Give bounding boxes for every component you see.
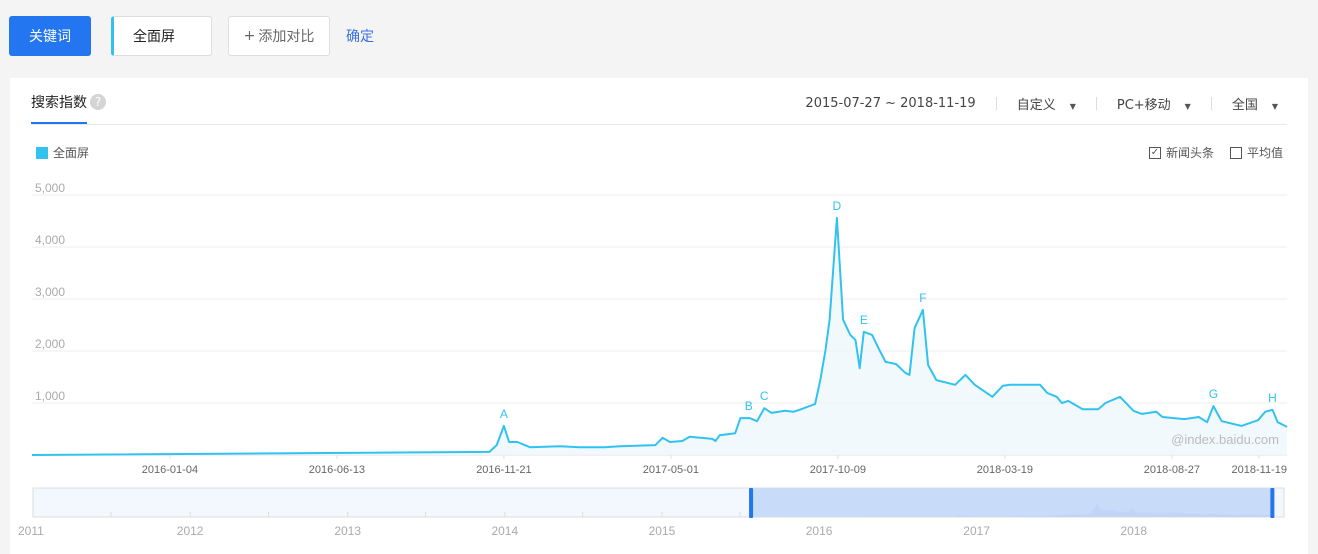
annotation-b: B <box>745 399 753 413</box>
average-checkbox[interactable] <box>1229 146 1242 159</box>
divider <box>995 97 997 110</box>
legend-swatch <box>36 146 48 159</box>
navigator-year-label: 2016 <box>806 524 833 538</box>
keyword-input[interactable]: 全面屏 <box>111 16 212 56</box>
series-area <box>32 217 1287 455</box>
navigator-year-label: 2014 <box>491 524 518 538</box>
add-compare-button[interactable]: + 添加对比 <box>228 16 330 56</box>
news-checkbox[interactable]: ✓ <box>1148 146 1161 159</box>
add-compare-label: 添加对比 <box>258 29 315 45</box>
device-label: PC+移动 <box>1116 98 1171 113</box>
tab-search-index[interactable]: 搜索指数? <box>31 92 106 112</box>
x-tick-label: 2016-11-21 <box>476 464 531 476</box>
region-dropdown[interactable]: 全国 ▼ <box>1232 94 1278 113</box>
navigator-year-label: 2015 <box>649 524 676 538</box>
x-tick-label: 2017-05-01 <box>643 464 699 476</box>
caret-down-icon: ▼ <box>1184 102 1191 111</box>
annotation-f: F <box>919 291 926 305</box>
y-tick-label: 5,000 <box>35 181 65 195</box>
plus-icon: + <box>243 28 256 44</box>
date-range-picker[interactable]: 2015-07-27 ~ 2018-11-19 <box>805 96 976 111</box>
annotation-e: E <box>860 313 868 327</box>
x-tick-label: 2016-06-13 <box>309 464 365 476</box>
tab-label: 搜索指数 <box>31 95 87 111</box>
annotation-h: H <box>1268 391 1277 405</box>
x-tick-label: 2018-11-19 <box>1232 464 1287 476</box>
device-dropdown[interactable]: PC+移动 ▼ <box>1117 94 1191 113</box>
annotation-a: A <box>500 407 508 421</box>
navigator-selection[interactable] <box>751 488 1273 517</box>
legend-label: 全面屏 <box>53 146 90 160</box>
x-tick-label: 2018-03-19 <box>977 464 1033 476</box>
navigator-year-label: 2012 <box>177 524 204 538</box>
divider <box>1095 97 1097 110</box>
region-label: 全国 <box>1231 98 1258 113</box>
period-label: 自定义 <box>1016 98 1056 113</box>
news-checkbox-label: 新闻头条 <box>1165 146 1214 160</box>
navigator-handle-left[interactable] <box>749 488 754 518</box>
annotation-c: C <box>760 389 769 403</box>
divider <box>1210 97 1212 110</box>
navigator-year-label: 2017 <box>963 524 990 538</box>
keyword-button[interactable]: 关键词 <box>9 16 91 56</box>
navigator-year-label: 2011 <box>18 524 44 538</box>
caret-down-icon: ▼ <box>1271 102 1278 111</box>
caret-down-icon: ▼ <box>1069 102 1076 111</box>
navigator-year-label: 2018 <box>1120 524 1147 538</box>
navigator-year-label: 2013 <box>334 524 361 538</box>
navigator-handle-right[interactable] <box>1270 488 1275 518</box>
search-index-panel: 搜索指数? 2015-07-27 ~ 2018-11-19 自定义 ▼ PC+移动… <box>10 78 1308 554</box>
annotation-g: G <box>1209 387 1218 401</box>
help-icon[interactable]: ? <box>90 94 106 110</box>
y-tick-label: 1,000 <box>35 389 65 403</box>
y-tick-label: 3,000 <box>35 285 65 299</box>
x-tick-label: 2018-08-27 <box>1144 464 1200 476</box>
series-line <box>31 216 1288 456</box>
chart-legend[interactable]: 全面屏 <box>36 144 89 161</box>
watermark: @index.baidu.com <box>1171 432 1279 447</box>
x-tick-label: 2017-10-09 <box>810 464 866 476</box>
average-checkbox-label: 平均值 <box>1246 146 1283 160</box>
annotation-d: D <box>833 199 842 213</box>
y-tick-label: 2,000 <box>35 337 65 351</box>
y-tick-label: 4,000 <box>35 233 65 247</box>
period-dropdown[interactable]: 自定义 ▼ <box>1017 94 1076 113</box>
confirm-link[interactable]: 确定 <box>346 29 374 45</box>
divider <box>31 124 1287 125</box>
navigator-series <box>763 502 1273 517</box>
x-tick-label: 2016-01-04 <box>142 464 198 476</box>
active-tab-indicator <box>31 122 87 124</box>
